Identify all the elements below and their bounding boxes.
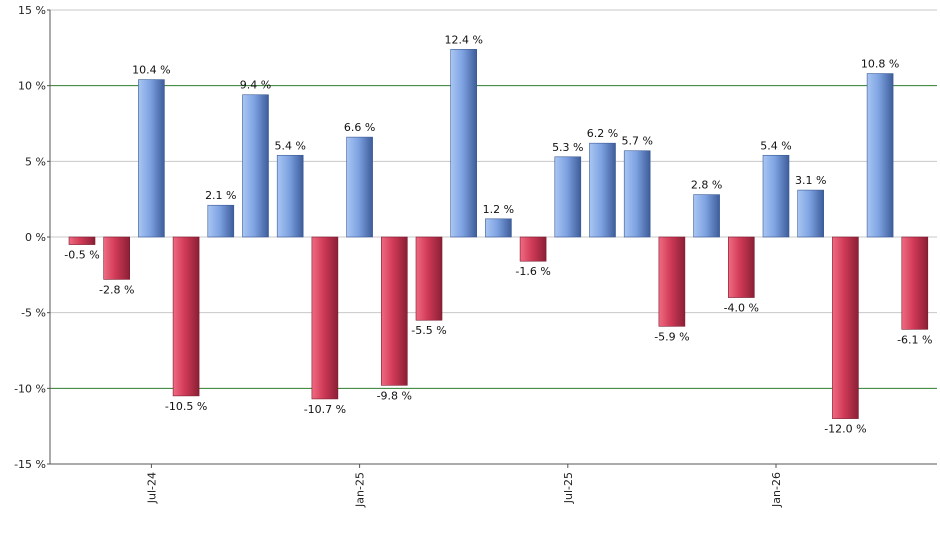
bar-9 [380,236,408,386]
bars [68,49,929,419]
bar-14 [554,156,582,238]
bar-value-label-10: -5.5 % [411,324,446,337]
bar-4 [207,204,235,238]
x-tick-label: Jan-26 [770,472,783,508]
y-tick-label: 5 % [25,155,46,168]
bar-1 [103,236,130,280]
bar-11 [450,49,478,238]
bar-8 [346,136,373,238]
bar-13 [519,236,547,262]
bar-21 [797,189,825,238]
bar-6 [276,154,304,238]
bar-5 [242,94,269,238]
bar-22 [832,236,859,419]
y-tick-label: -5 % [21,307,46,320]
y-tick-label: 10 % [18,80,46,93]
data-labels: -0.5 % -2.8 % 10.4 % -10.5 % 2.1 % 9.4 % 5.4 %… [64,33,932,435]
bar-value-label-19: -4.0 % [724,302,759,315]
bar-24 [901,236,929,330]
bar-18 [693,194,720,238]
y-tick-label: 0 % [25,231,46,244]
bar-value-label-8: 6.6 % [344,121,375,134]
bar-value-label-1: -2.8 % [99,283,134,296]
x-tick-label: Jul-25 [562,472,575,504]
bar-16 [623,150,651,238]
bar-12 [485,218,512,238]
bar-value-label-7: -10.7 % [304,403,346,416]
bar-value-label-14: 5.3 % [552,141,583,154]
y-tick-label: -15 % [14,458,46,471]
bar-value-label-13: -1.6 % [515,265,550,278]
bar-value-label-11: 12.4 % [444,33,482,46]
bar-0 [68,236,96,245]
bar-value-label-21: 3.1 % [795,174,826,187]
bar-value-label-6: 5.4 % [274,139,305,152]
axes: 15 % 10 % 5 % 0 % -5 % -10 % -15 % Jul-24 Jan-25… [14,4,937,508]
bar-value-label-15: 6.2 % [587,127,618,140]
bar-10 [415,236,443,321]
bar-value-label-20: 5.4 % [760,139,791,152]
bar-2 [138,79,165,238]
bar-value-label-23: 10.8 % [861,58,899,71]
y-tick-label: 15 % [18,4,46,17]
x-tick-label: Jul-24 [145,472,158,504]
bar-value-label-3: -10.5 % [165,400,207,413]
bar-19 [727,236,755,298]
bar-23 [866,73,894,238]
bar-20 [762,154,790,238]
bar-17 [658,236,686,327]
bar-value-label-12: 1.2 % [483,203,514,216]
bar-value-label-16: 5.7 % [621,135,652,148]
bar-value-label-9: -9.8 % [377,389,412,402]
bar-value-label-4: 2.1 % [205,189,236,202]
bar-value-label-2: 10.4 % [132,64,170,77]
bar-value-label-5: 9.4 % [240,79,271,92]
bar-value-label-0: -0.5 % [64,249,99,262]
bar-value-label-18: 2.8 % [691,179,722,192]
bar-7 [311,236,339,400]
bar-value-label-22: -12.0 % [824,423,866,436]
bar-value-label-24: -6.1 % [897,333,932,346]
x-tick-label: Jan-25 [354,472,367,508]
bar-3 [172,236,200,397]
bar-15 [589,142,616,238]
bar-value-label-17: -5.9 % [654,330,689,343]
y-tick-label: -10 % [14,382,46,395]
